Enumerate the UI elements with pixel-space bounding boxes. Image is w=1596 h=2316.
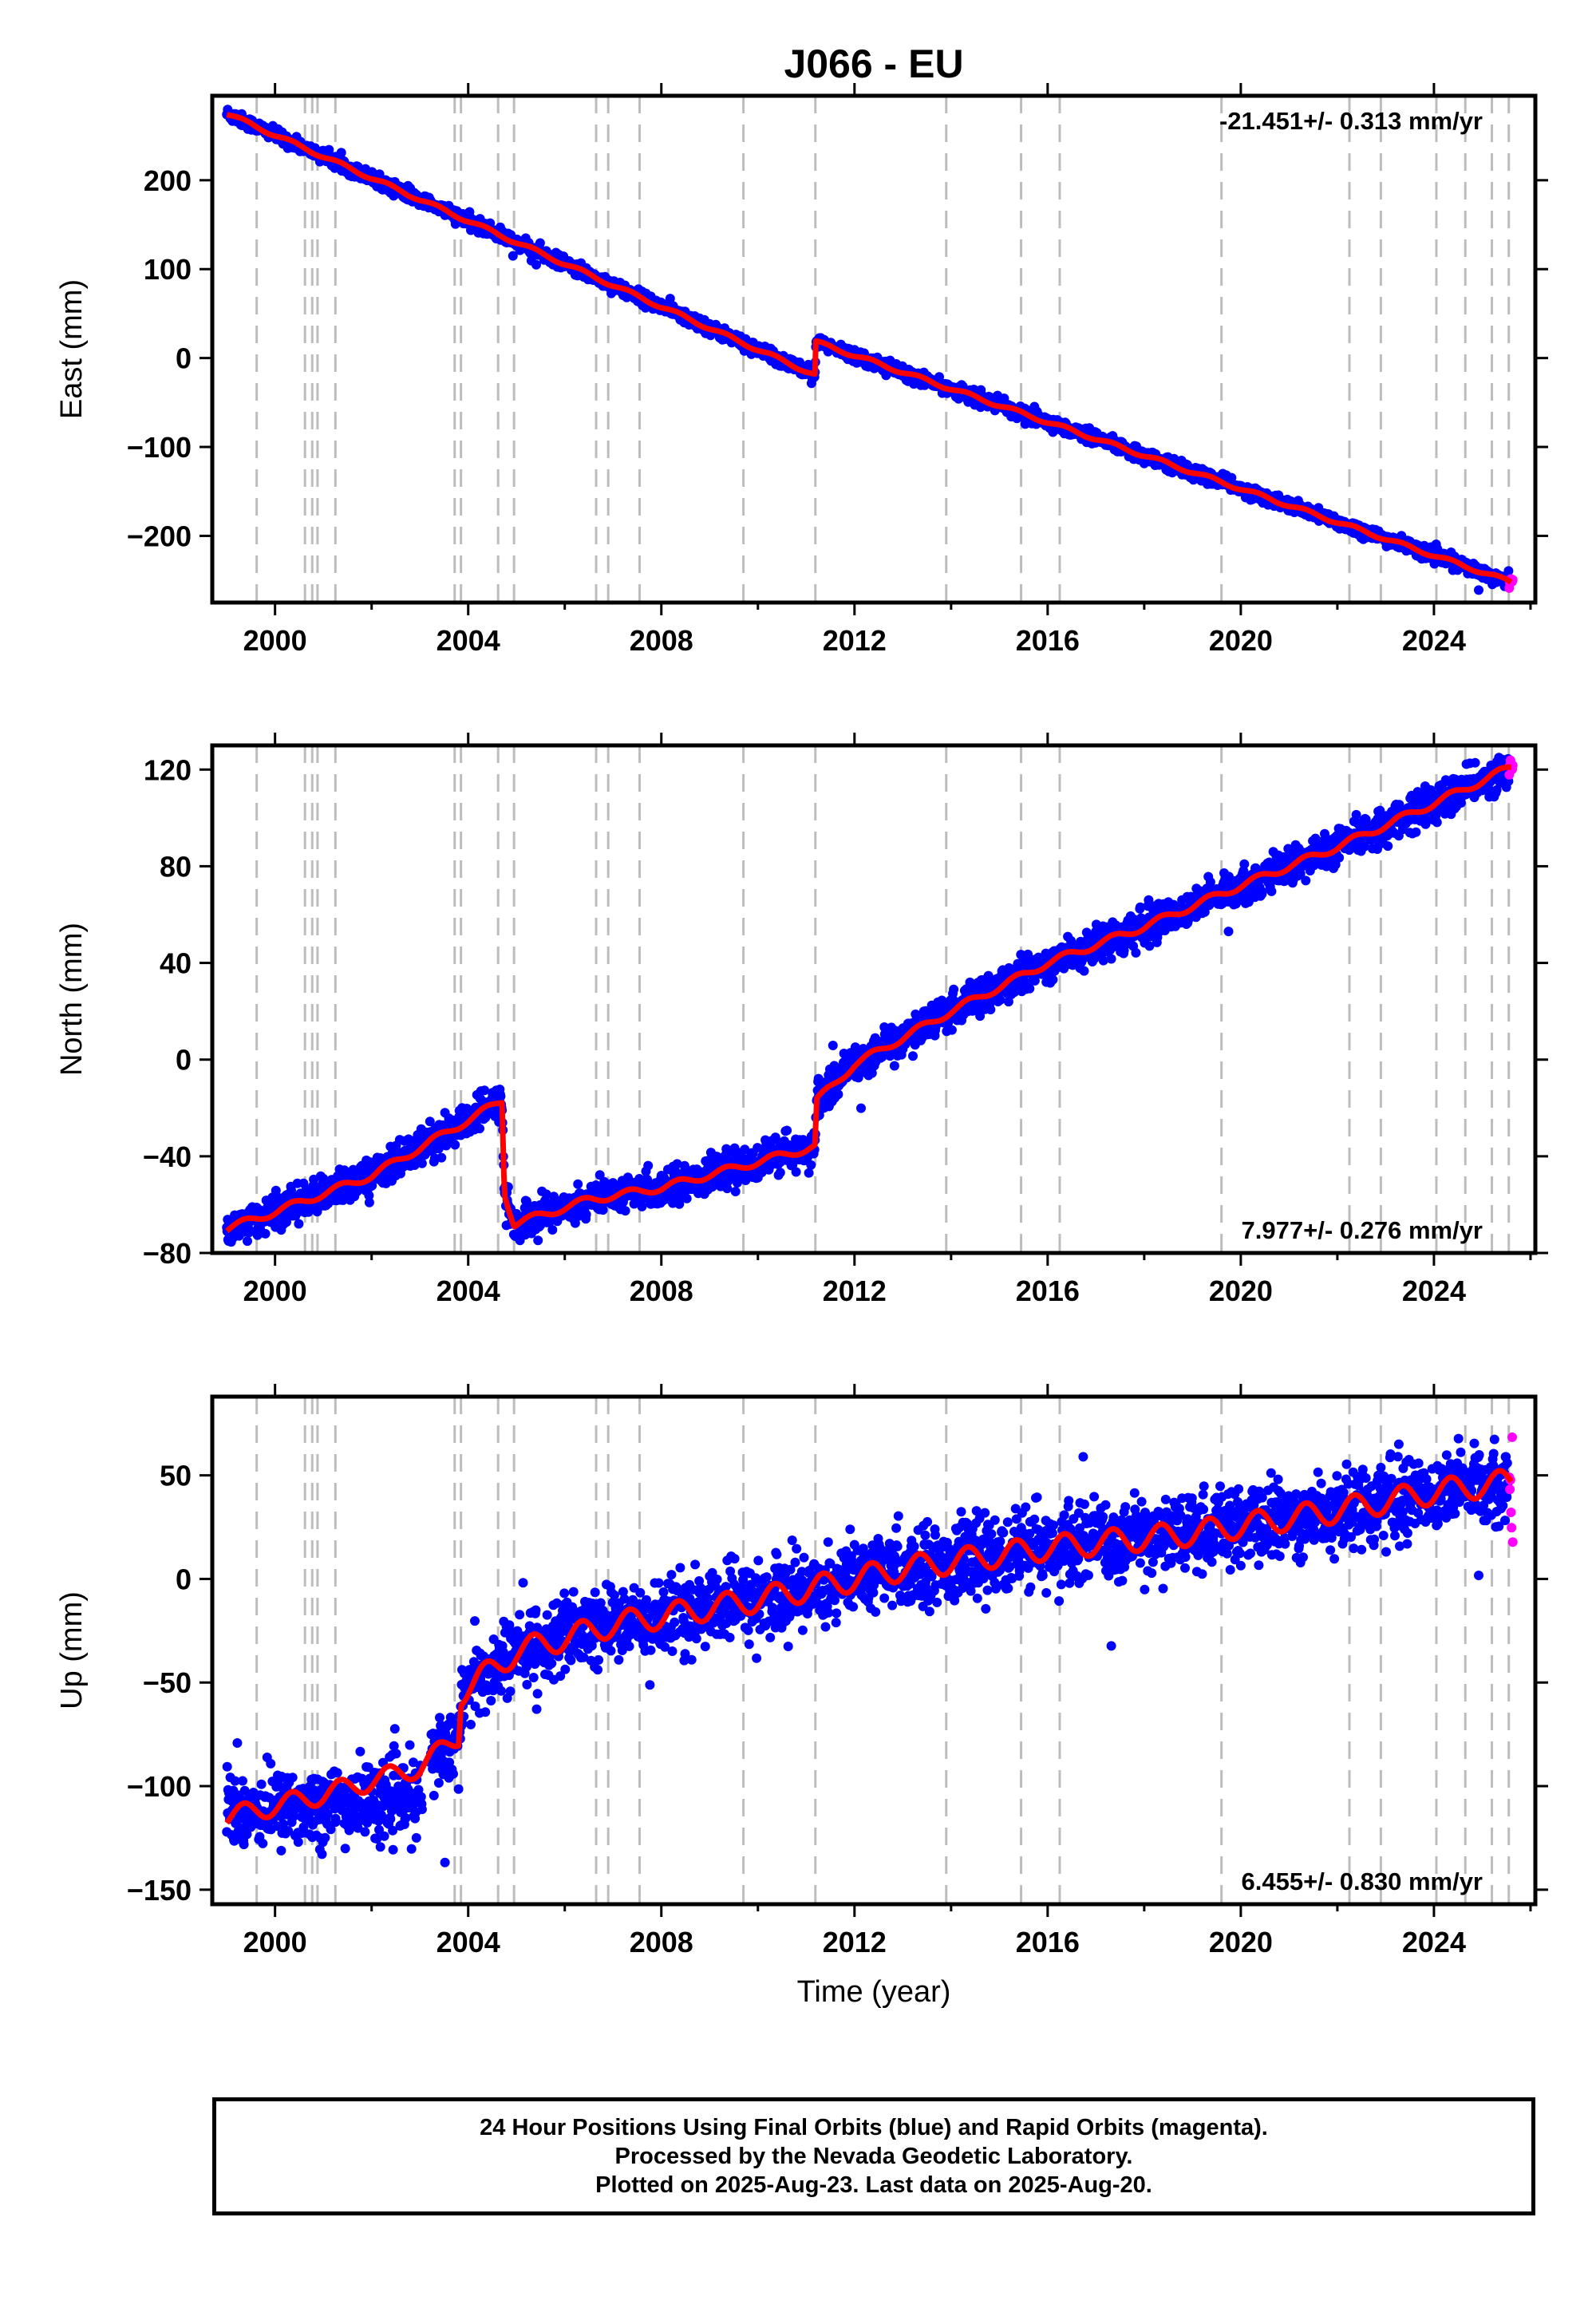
y-tick-label: −200 bbox=[127, 520, 192, 552]
x-tick-label: 2004 bbox=[437, 624, 500, 657]
data-point bbox=[294, 1219, 304, 1229]
data-point bbox=[1029, 975, 1040, 986]
data-point bbox=[1474, 585, 1483, 595]
east-y-axis-label: East (mm) bbox=[55, 279, 89, 419]
data-point bbox=[535, 238, 545, 248]
data-point bbox=[531, 259, 541, 270]
data-point bbox=[643, 1160, 654, 1171]
y-tick-label: −100 bbox=[127, 431, 192, 464]
x-tick-label: 2024 bbox=[1402, 624, 1466, 657]
data-point bbox=[533, 1235, 543, 1246]
data-point bbox=[637, 1201, 647, 1211]
data-point bbox=[450, 1140, 460, 1150]
data-point bbox=[364, 1197, 374, 1207]
data-point bbox=[730, 1187, 741, 1196]
east-panel: 2000 2004 2008 2012 2016 2020 2024 −200 −100 0 100… bbox=[55, 83, 1548, 657]
data-point bbox=[573, 1179, 583, 1189]
data-point bbox=[475, 1124, 484, 1134]
data-point bbox=[889, 1061, 899, 1071]
data-point bbox=[828, 1041, 838, 1050]
x-tick-label: 2000 bbox=[243, 624, 307, 657]
data-point bbox=[1025, 983, 1035, 994]
data-point bbox=[437, 1152, 447, 1163]
data-point bbox=[908, 1051, 918, 1061]
north-plot-area bbox=[222, 745, 1518, 1253]
north-panel: 2000 2004 2008 2012 2016 2020 2024−80−40040801… bbox=[55, 733, 1548, 1307]
data-point bbox=[665, 294, 675, 304]
east-rate-annotation: -21.451+/- 0.313 mm/yr bbox=[1219, 107, 1483, 135]
data-point bbox=[1048, 974, 1058, 985]
figure-title: J066 - EU bbox=[784, 41, 963, 86]
north-final-orbit-points bbox=[222, 753, 1514, 1247]
data-point bbox=[243, 1236, 252, 1247]
data-point bbox=[782, 1125, 792, 1136]
east-plot-area bbox=[222, 96, 1518, 603]
x-tick-label: 2016 bbox=[1016, 624, 1080, 657]
y-tick-label: 200 bbox=[144, 164, 192, 197]
data-point bbox=[336, 148, 346, 158]
x-tick-label: 2008 bbox=[630, 624, 693, 657]
data-point bbox=[547, 1225, 558, 1235]
east-final-orbit-points bbox=[222, 105, 1514, 595]
data-point bbox=[806, 1160, 816, 1170]
y-tick-label: 0 bbox=[176, 342, 192, 375]
data-point bbox=[581, 1209, 591, 1219]
data-point bbox=[833, 1089, 843, 1100]
data-point bbox=[417, 1158, 427, 1168]
x-tick-label: 2020 bbox=[1209, 624, 1273, 657]
data-point bbox=[946, 1025, 957, 1035]
data-point bbox=[620, 1206, 630, 1216]
data-point bbox=[949, 984, 959, 994]
data-point bbox=[986, 1005, 996, 1014]
data-point bbox=[508, 251, 518, 261]
data-point bbox=[1079, 966, 1089, 976]
data-point bbox=[995, 994, 1005, 1005]
data-point bbox=[260, 1228, 271, 1239]
data-point bbox=[856, 1103, 866, 1113]
data-point bbox=[775, 1168, 785, 1178]
data-point bbox=[791, 1167, 801, 1177]
data-point bbox=[681, 1193, 692, 1203]
y-tick-label: 100 bbox=[144, 253, 192, 286]
x-tick-label: 2012 bbox=[823, 624, 887, 657]
